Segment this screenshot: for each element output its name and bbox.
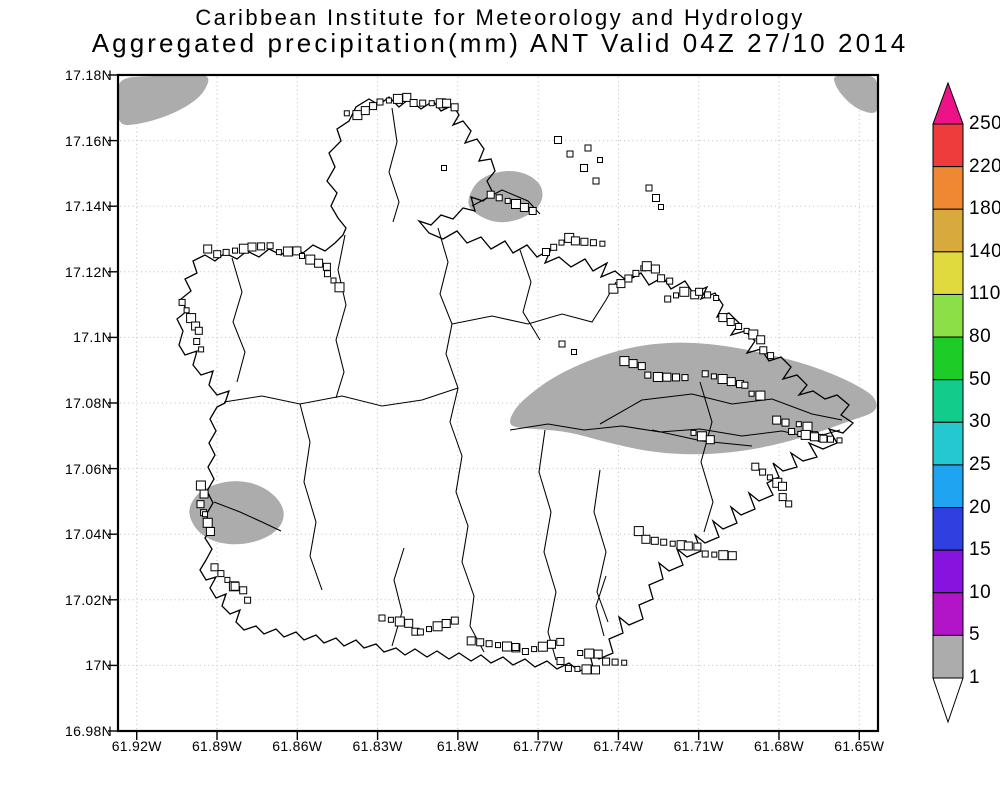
colorbar-level-label: 180 — [969, 198, 1000, 220]
watershed-boundary — [595, 575, 607, 637]
watershed-boundary — [699, 381, 714, 533]
islet — [652, 194, 660, 202]
lon-tick-label: 61.68W — [753, 738, 805, 754]
colorbar-segment — [932, 293, 964, 338]
lon-tick-label: 61.71W — [673, 738, 724, 754]
islet — [441, 165, 447, 171]
lon-tick-label: 61.83W — [352, 738, 403, 754]
islet — [566, 150, 574, 158]
colorbar-level-label: 5 — [969, 624, 981, 646]
watershed-boundary — [299, 403, 323, 591]
watershed-boundary — [519, 249, 541, 341]
colorbar-level-label: 50 — [969, 368, 992, 390]
colorbar-level-label: 30 — [969, 411, 992, 433]
islet — [554, 136, 562, 144]
map-title: Aggregated precipitation(mm) ANT Valid 0… — [91, 28, 909, 58]
lat-tick-label: 17.08N — [65, 395, 112, 411]
colorbar-level-label: 10 — [969, 581, 992, 603]
colorbar-segment — [932, 421, 964, 466]
coastline — [176, 96, 855, 672]
islet — [558, 340, 566, 348]
colorbar-segment — [932, 507, 964, 551]
islet — [592, 177, 600, 185]
colorbar-level-label: 20 — [969, 496, 992, 518]
plot-border — [116, 73, 880, 733]
colorbar-level-label: 250 — [969, 113, 1000, 134]
watershed-boundary — [451, 281, 617, 325]
lat-tick-label: 17.12N — [65, 263, 112, 280]
islet — [580, 164, 588, 172]
axis-ticks — [108, 74, 860, 740]
watershed-boundary — [599, 393, 843, 425]
colorbar-level-label: 220 — [969, 155, 1000, 177]
colorbar-segment — [932, 251, 964, 295]
colorbar-level-label: 25 — [969, 453, 992, 475]
watershed-boundary — [335, 234, 347, 399]
watershed-boundary — [593, 469, 609, 623]
lon-tick-label: 61.92W — [111, 738, 162, 754]
colorbar-segment — [932, 592, 964, 636]
institution-title: Caribbean Institute for Meteorology and … — [195, 5, 805, 30]
colorbar-segment — [932, 166, 964, 210]
islet — [658, 204, 664, 210]
colorbar-segment — [932, 549, 964, 594]
lat-tick-label: 16.98N — [65, 723, 112, 739]
shaded-region-northwest-corner — [118, 75, 209, 126]
shaded-region-northeast-corner — [833, 75, 878, 114]
coastal-watershed-cells — [178, 92, 843, 675]
lat-tick-label: 17.1N — [73, 329, 112, 346]
watershed-boundary — [223, 387, 459, 407]
colorbar-level-label: 80 — [969, 326, 992, 348]
lon-tick-label: 61.77W — [513, 738, 564, 754]
lat-tick-label: 17.18N — [65, 67, 112, 83]
islet — [571, 349, 577, 355]
colorbar-top-arrow — [932, 81, 964, 125]
colorbar-segment — [932, 208, 964, 253]
colorbar-bottom-arrow — [932, 677, 964, 724]
colorbar-level-label: 15 — [969, 539, 992, 561]
colorbar-level-label: 1 — [969, 667, 981, 688]
watershed-boundary — [231, 257, 246, 383]
colorbar-level-label: 110 — [969, 283, 1000, 305]
lon-tick-label: 61.8W — [436, 738, 479, 754]
lon-tick-label: 61.89W — [191, 738, 243, 754]
lon-tick-label: 61.65W — [834, 738, 885, 754]
watershed-boundary — [388, 107, 400, 223]
colorbar-level-label: 140 — [969, 240, 1000, 262]
lon-tick-label: 61.74W — [593, 738, 644, 754]
watershed-boundary — [213, 501, 282, 532]
watershed-boundary — [538, 429, 557, 661]
lat-tick-label: 17.14N — [65, 198, 112, 215]
colorbar-segment — [932, 379, 964, 423]
colorbar-segment — [932, 336, 964, 381]
islet — [645, 184, 653, 192]
lat-tick-label: 17.06N — [65, 460, 112, 477]
lat-tick-label: 17.02N — [65, 591, 112, 608]
colorbar — [932, 81, 964, 724]
lon-tick-label: 61.86W — [272, 738, 323, 754]
watershed-boundary — [391, 547, 405, 647]
lat-tick-label: 17N — [85, 657, 112, 674]
islet — [584, 144, 592, 152]
watershed-boundary — [509, 423, 841, 439]
lat-tick-label: 17.16N — [65, 132, 112, 149]
colorbar-segment — [932, 634, 964, 679]
watershed-boundary — [437, 227, 485, 653]
islet — [597, 157, 603, 163]
lat-tick-label: 17.04N — [65, 526, 112, 543]
colorbar-segment — [932, 123, 964, 168]
colorbar-segment — [932, 464, 964, 509]
